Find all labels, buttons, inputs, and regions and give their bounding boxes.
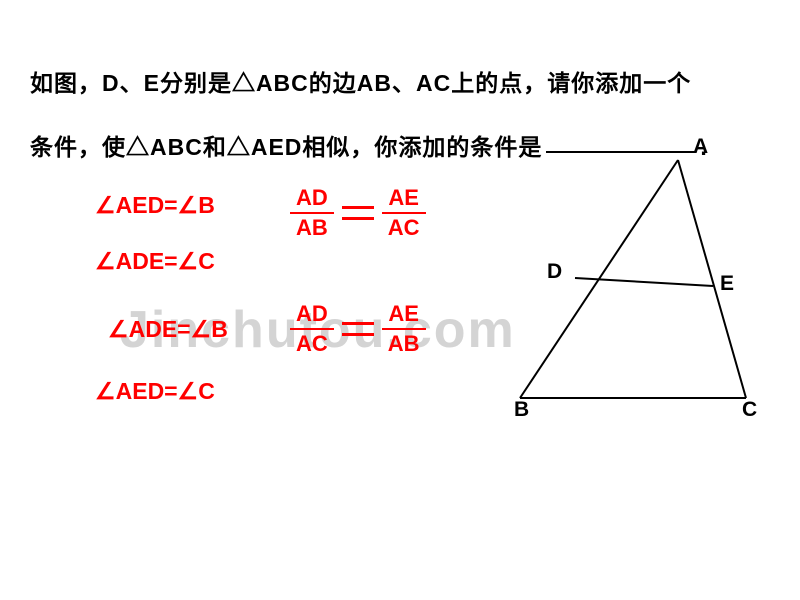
frac1-den1: AB <box>290 212 334 240</box>
frac1-num1: AD <box>290 186 334 212</box>
frac2-num2: AE <box>382 302 425 328</box>
frac2-num1: AD <box>290 302 334 328</box>
frac2-den1: AC <box>290 328 334 356</box>
problem-line-2-before: 条件，使△ABC和△AED相似，你添加的条件是 <box>30 134 542 160</box>
fraction-1-left: AD AB <box>290 186 334 240</box>
answer-angle-2: ∠ADE=∠C <box>95 248 215 275</box>
answer-angle-1: ∠AED=∠B <box>95 192 215 219</box>
answer-angle-3: ∠ADE=∠B <box>108 316 228 343</box>
equals-sign-1 <box>342 206 374 220</box>
vertex-label-e: E <box>720 272 734 296</box>
fraction-1-right: AE AC <box>382 186 426 240</box>
answer-ratio-2: AD AC AE AB <box>290 302 426 356</box>
answer-angle-4: ∠AED=∠C <box>95 378 215 405</box>
frac1-num2: AE <box>382 186 425 212</box>
vertex-label-c: C <box>742 398 757 422</box>
vertex-label-b: B <box>514 398 529 422</box>
equals-sign-2 <box>342 322 374 336</box>
frac1-den2: AC <box>382 212 426 240</box>
fraction-2-right: AE AB <box>382 302 426 356</box>
problem-line-1: 如图，D、E分别是△ABC的边AB、AC上的点，请你添加一个 <box>30 64 691 98</box>
fraction-2-left: AD AC <box>290 302 334 356</box>
frac2-den2: AB <box>382 328 426 356</box>
vertex-label-d: D <box>547 260 562 284</box>
answer-ratio-1: AD AB AE AC <box>290 186 426 240</box>
